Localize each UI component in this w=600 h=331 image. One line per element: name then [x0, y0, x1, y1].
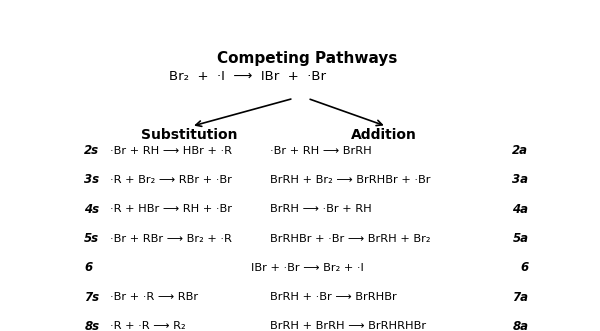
Text: 8a: 8a: [512, 320, 529, 331]
Text: BrRHBr + ·Br ⟶ BrRH + Br₂: BrRHBr + ·Br ⟶ BrRH + Br₂: [270, 233, 431, 244]
Text: ·R + HBr ⟶ RH + ·Br: ·R + HBr ⟶ RH + ·Br: [110, 204, 232, 214]
Text: BrRH ⟶ ·Br + RH: BrRH ⟶ ·Br + RH: [270, 204, 372, 214]
Text: 8s: 8s: [84, 320, 100, 331]
Text: 3s: 3s: [84, 173, 100, 186]
Text: 6: 6: [84, 261, 92, 274]
Text: BrRH + ·Br ⟶ BrRHBr: BrRH + ·Br ⟶ BrRHBr: [270, 292, 397, 302]
Text: Competing Pathways: Competing Pathways: [217, 51, 398, 66]
Text: Addition: Addition: [351, 128, 417, 142]
Text: 5a: 5a: [512, 232, 529, 245]
Text: ·Br + ·R ⟶ RBr: ·Br + ·R ⟶ RBr: [110, 292, 198, 302]
Text: BrRH + BrRH ⟶ BrRHRHBr: BrRH + BrRH ⟶ BrRHRHBr: [270, 321, 427, 331]
Text: 2s: 2s: [84, 144, 100, 157]
Text: ·Br + RH ⟶ HBr + ·R: ·Br + RH ⟶ HBr + ·R: [110, 146, 232, 156]
Text: 3a: 3a: [512, 173, 529, 186]
Text: 4a: 4a: [512, 203, 529, 216]
Text: ·R + ·R ⟶ R₂: ·R + ·R ⟶ R₂: [110, 321, 185, 331]
Text: Br₂  +  ·I  ⟶  IBr  +  ·Br: Br₂ + ·I ⟶ IBr + ·Br: [169, 70, 326, 83]
Text: 2a: 2a: [512, 144, 529, 157]
Text: BrRH + Br₂ ⟶ BrRHBr + ·Br: BrRH + Br₂ ⟶ BrRHBr + ·Br: [270, 175, 431, 185]
Text: 6: 6: [520, 261, 529, 274]
Text: ·R + Br₂ ⟶ RBr + ·Br: ·R + Br₂ ⟶ RBr + ·Br: [110, 175, 232, 185]
Text: 7s: 7s: [84, 291, 100, 304]
Text: IBr + ·Br ⟶ Br₂ + ·I: IBr + ·Br ⟶ Br₂ + ·I: [251, 263, 364, 273]
Text: 5s: 5s: [84, 232, 100, 245]
Text: ·Br + RBr ⟶ Br₂ + ·R: ·Br + RBr ⟶ Br₂ + ·R: [110, 233, 232, 244]
Text: 7a: 7a: [512, 291, 529, 304]
Text: 4s: 4s: [84, 203, 100, 216]
Text: Substitution: Substitution: [140, 128, 237, 142]
Text: ·Br + RH ⟶ BrRH: ·Br + RH ⟶ BrRH: [270, 146, 372, 156]
